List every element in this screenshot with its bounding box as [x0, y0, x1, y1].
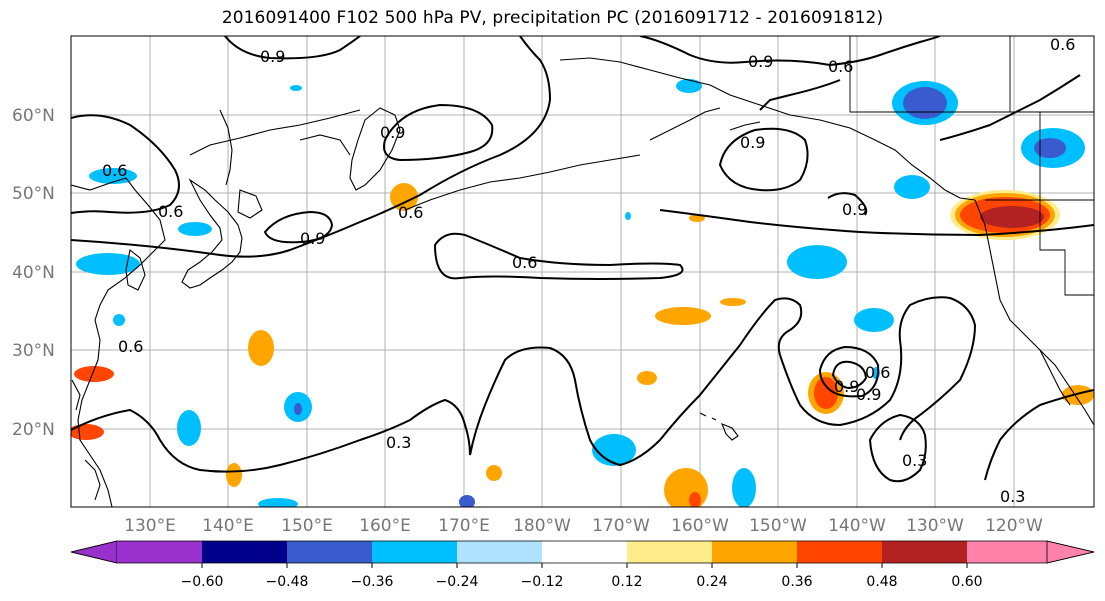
lon-label: 160°W: [671, 516, 729, 536]
contour-label: 0.9: [834, 377, 859, 396]
contour-label: 0.6: [512, 253, 537, 272]
lon-label: 150°E: [281, 516, 333, 536]
colorbar-segment: [882, 541, 967, 563]
colorbar-segment: [202, 541, 287, 563]
contour-label: 0.6: [1050, 35, 1075, 54]
colorbar-tick-label: 0.48: [866, 574, 897, 590]
colorbar-segment: [967, 541, 1047, 563]
contour-label: 0.9: [300, 229, 325, 248]
colorbar-tick-label: −0.60: [181, 574, 224, 590]
latitude-labels: 60°N 50°N 40°N 30°N 20°N: [12, 106, 55, 440]
lat-label: 60°N: [12, 106, 55, 126]
lon-label: 160°E: [359, 516, 411, 536]
colorbar-tick-label: 0.12: [611, 574, 642, 590]
colorbar-tick-label: −0.24: [436, 574, 479, 590]
contour-label: 0.9: [260, 47, 285, 66]
contour-label: 0.6: [865, 363, 890, 382]
lat-label: 20°N: [12, 420, 55, 440]
lon-label: 170°E: [438, 516, 490, 536]
contour-label: 0.9: [842, 200, 867, 219]
pv-contours: [71, 36, 1094, 483]
contour-label: 0.6: [398, 203, 423, 222]
colorbar-tick-label: 0.60: [951, 574, 982, 590]
map-title: 2016091400 F102 500 hPa PV, precipitatio…: [221, 8, 884, 28]
colorbar-segment: [797, 541, 882, 563]
lon-label: 180°W: [513, 516, 571, 536]
contour-label: 0.3: [1000, 487, 1025, 506]
lon-label: 140°W: [828, 516, 886, 536]
colorbar-tick-label: −0.12: [521, 574, 564, 590]
colorbar-extend-low: [70, 540, 118, 564]
contour-label: 0.3: [386, 433, 411, 452]
colorbar-ticks: [201, 563, 968, 568]
contour-label: 0.6: [828, 57, 853, 76]
contour-label: 0.9: [748, 52, 773, 71]
contour-label: 0.6: [102, 161, 127, 180]
borders: [849, 36, 1094, 296]
lon-label: 140°E: [202, 516, 254, 536]
contour-label: 0.9: [740, 133, 765, 152]
colorbar-segment: [542, 541, 627, 563]
colorbar-segment: [372, 541, 457, 563]
colorbar-tick-label: 0.24: [696, 574, 727, 590]
colorbar-outline: [70, 540, 1095, 564]
colorbar-extend-high: [1046, 540, 1095, 564]
contour-label: 0.9: [380, 123, 405, 142]
colorbar-segment: [627, 541, 712, 563]
colorbar-segment: [287, 541, 372, 563]
colorbar-segment: [712, 541, 797, 563]
colorbar: −0.60 −0.48 −0.36 −0.24 −0.12 0.12 0.24 …: [70, 540, 1095, 590]
colorbar-tick-label: 0.36: [781, 574, 812, 590]
contour-label: 0.3: [902, 451, 927, 470]
lat-label: 40°N: [12, 263, 55, 283]
lon-label: 130°E: [124, 516, 176, 536]
colorbar-segment: [457, 541, 542, 563]
contour-label: 0.6: [158, 202, 183, 221]
colorbar-tick-label: −0.36: [351, 574, 394, 590]
lon-label: 120°W: [985, 516, 1043, 536]
map-border: [70, 35, 1095, 508]
lon-label: 150°W: [749, 516, 807, 536]
contour-label: 0.6: [118, 337, 143, 356]
colorbar-segment: [117, 541, 202, 563]
precip-negative-patches: [76, 79, 1085, 507]
contour-label: 0.9: [856, 385, 881, 404]
precip-positive-patches: [71, 183, 1094, 507]
contour-labels: 0.9 0.9 0.6 0.9 0.6 0.9 0.6 0.9 0.6 0.9 …: [102, 35, 1075, 506]
lon-label: 170°W: [592, 516, 650, 536]
lat-label: 30°N: [12, 341, 55, 361]
longitude-labels: 130°E 140°E 150°E 160°E 170°E 180°W 170°…: [124, 516, 1043, 536]
lat-label: 50°N: [12, 184, 55, 204]
lon-label: 130°W: [906, 516, 964, 536]
colorbar-tick-label: −0.48: [266, 574, 309, 590]
